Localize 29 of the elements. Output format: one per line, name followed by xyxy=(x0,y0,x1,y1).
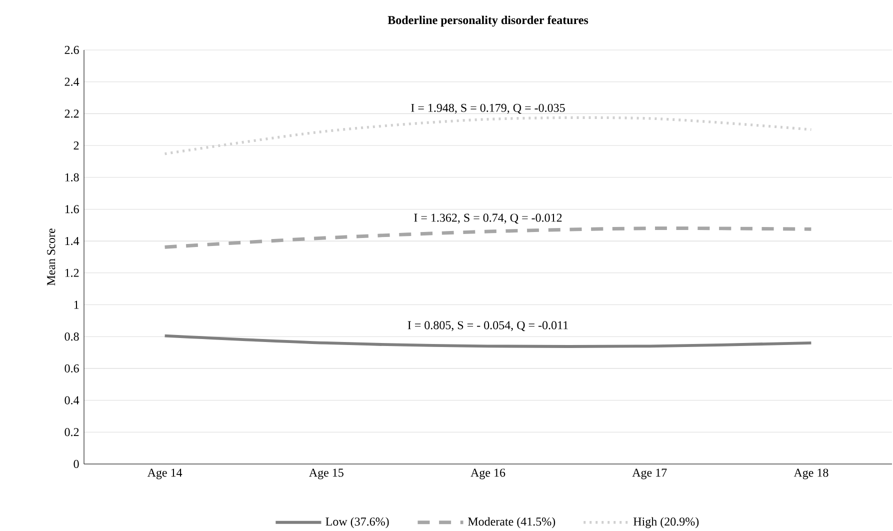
chart-title: Boderline personality disorder features xyxy=(388,16,588,27)
line-series xyxy=(163,226,813,249)
x-tick-label: Age 18 xyxy=(794,468,828,480)
y-tick-label: 0.8 xyxy=(64,332,79,341)
legend-label: Low (37.6%) xyxy=(326,517,389,528)
x-tick-label: Age 15 xyxy=(309,468,344,480)
y-tick-label: 1.6 xyxy=(65,205,79,214)
y-tick-label: 1 xyxy=(74,300,79,309)
x-tick-label: Age 17 xyxy=(632,468,667,480)
y-tick-label: 0.4 xyxy=(64,396,80,404)
x-tick-label: Age 16 xyxy=(470,468,506,480)
y-axis-title: Mean Score xyxy=(47,228,56,286)
annotation: I = 1.948, S = 0.179, Q = -0.035 xyxy=(411,104,565,114)
y-tick-label: 0 xyxy=(74,460,79,468)
annotation: I = 0.805, S = - 0.054, Q = -0.011 xyxy=(408,321,568,332)
x-tick-label: Age 14 xyxy=(147,468,182,480)
y-tick-label: 2.6 xyxy=(64,46,79,54)
y-tick-label: 1.8 xyxy=(65,173,79,182)
y-tick-label: 0.6 xyxy=(64,364,79,373)
line-series xyxy=(163,116,813,156)
y-tick-label: 2.4 xyxy=(64,78,80,86)
y-tick-label: 1.4 xyxy=(65,237,80,246)
legend-label: Moderate (41.5%) xyxy=(468,517,556,528)
y-tick-label: 2 xyxy=(74,142,79,150)
annotation: I = 1.362, S = 0.74, Q = -0.012 xyxy=(414,214,562,224)
y-tick-label: 0.2 xyxy=(64,428,79,436)
y-tick-label: 2.2 xyxy=(64,110,79,118)
legend-label: High (20.9%) xyxy=(633,517,699,528)
y-tick-label: 1.2 xyxy=(65,268,79,277)
